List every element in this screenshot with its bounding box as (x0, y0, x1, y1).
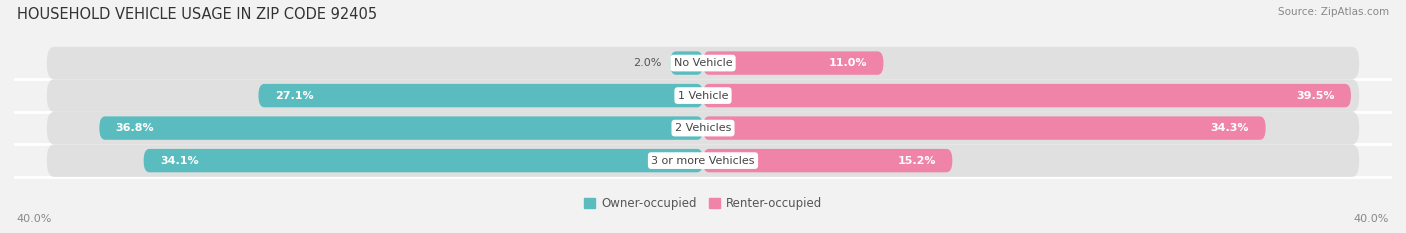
FancyBboxPatch shape (46, 144, 1360, 177)
Text: 27.1%: 27.1% (276, 91, 314, 101)
FancyBboxPatch shape (259, 84, 703, 107)
Text: 40.0%: 40.0% (1354, 214, 1389, 224)
Text: 36.8%: 36.8% (115, 123, 155, 133)
FancyBboxPatch shape (46, 112, 1360, 144)
FancyBboxPatch shape (46, 47, 1360, 79)
Text: 11.0%: 11.0% (828, 58, 868, 68)
FancyBboxPatch shape (46, 79, 1360, 112)
Text: 2 Vehicles: 2 Vehicles (675, 123, 731, 133)
FancyBboxPatch shape (671, 51, 703, 75)
Text: HOUSEHOLD VEHICLE USAGE IN ZIP CODE 92405: HOUSEHOLD VEHICLE USAGE IN ZIP CODE 9240… (17, 7, 377, 22)
FancyBboxPatch shape (703, 116, 1265, 140)
FancyBboxPatch shape (100, 116, 703, 140)
Text: 39.5%: 39.5% (1296, 91, 1334, 101)
Text: 1 Vehicle: 1 Vehicle (678, 91, 728, 101)
Text: 34.3%: 34.3% (1211, 123, 1249, 133)
FancyBboxPatch shape (703, 149, 952, 172)
Text: 15.2%: 15.2% (897, 156, 936, 166)
Text: 2.0%: 2.0% (634, 58, 662, 68)
Legend: Owner-occupied, Renter-occupied: Owner-occupied, Renter-occupied (579, 192, 827, 215)
FancyBboxPatch shape (703, 84, 1351, 107)
Text: 40.0%: 40.0% (17, 214, 52, 224)
Text: 3 or more Vehicles: 3 or more Vehicles (651, 156, 755, 166)
FancyBboxPatch shape (703, 51, 883, 75)
FancyBboxPatch shape (143, 149, 703, 172)
Text: No Vehicle: No Vehicle (673, 58, 733, 68)
Text: Source: ZipAtlas.com: Source: ZipAtlas.com (1278, 7, 1389, 17)
Text: 34.1%: 34.1% (160, 156, 198, 166)
